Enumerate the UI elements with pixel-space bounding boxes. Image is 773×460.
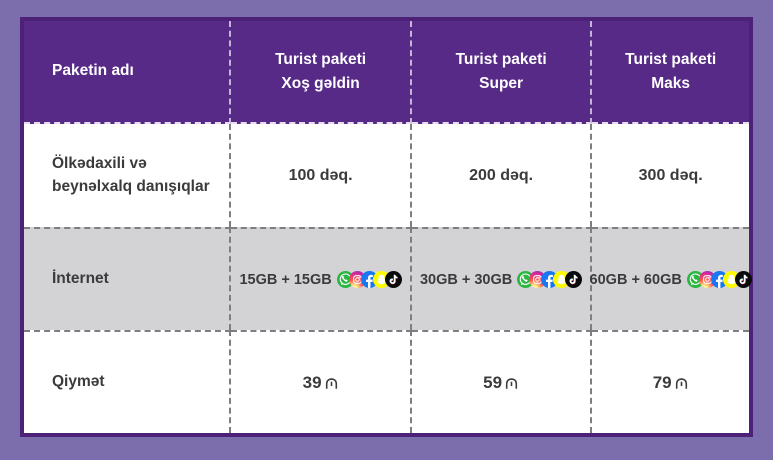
internet-value-super: 30GB + 30GB (411, 227, 593, 330)
row-label-internet: İnternet (24, 227, 232, 330)
social-apps-icons (687, 271, 752, 288)
minutes-value: 100 dəq. (288, 166, 353, 184)
social-apps-icons (337, 271, 402, 288)
manat-symbol-icon (504, 376, 519, 391)
tourist-packages-table: Paketin adı Turist paketi Xoş gəldin Tur… (20, 17, 753, 437)
price-value-maks: 79 (592, 330, 749, 433)
manat-symbol-icon (324, 376, 339, 391)
tiktok-icon (565, 271, 582, 288)
row-label-price: Qiymət (24, 330, 232, 433)
social-apps-icons (517, 271, 582, 288)
internet-value-maks: 60GB + 60GB (589, 227, 752, 330)
row-label-calls: Ölkədaxili və beynəlxalq danışıqlar (24, 124, 232, 227)
calls-value-super: 200 dəq. (412, 124, 593, 227)
internet-value-welcome: 15GB + 15GB (231, 227, 412, 330)
data-allowance-value: 60GB + 60GB (589, 271, 682, 288)
minutes-value: 300 dəq. (638, 166, 703, 184)
tiktok-icon (735, 271, 752, 288)
calls-value-maks: 300 dəq. (592, 124, 749, 227)
manat-symbol-icon (674, 376, 689, 391)
price-amount: 79 (652, 372, 672, 392)
price-value-super: 59 (411, 330, 593, 433)
header-turist-paketi-super: Turist paketi Super (411, 21, 593, 124)
data-allowance-value: 15GB + 15GB (239, 271, 332, 288)
price-value-welcome: 39 (231, 330, 412, 433)
price-amount: 59 (483, 372, 503, 392)
header-package-name: Paketin adı (24, 21, 232, 124)
minutes-value: 200 dəq. (469, 166, 534, 184)
calls-value-welcome: 100 dəq. (231, 124, 412, 227)
header-turist-paketi-xos-geldin: Turist paketi Xoş gəldin (231, 21, 412, 124)
tiktok-icon (385, 271, 402, 288)
header-turist-paketi-maks: Turist paketi Maks (592, 21, 749, 124)
data-allowance-value: 30GB + 30GB (419, 271, 513, 288)
price-amount: 39 (302, 372, 322, 392)
